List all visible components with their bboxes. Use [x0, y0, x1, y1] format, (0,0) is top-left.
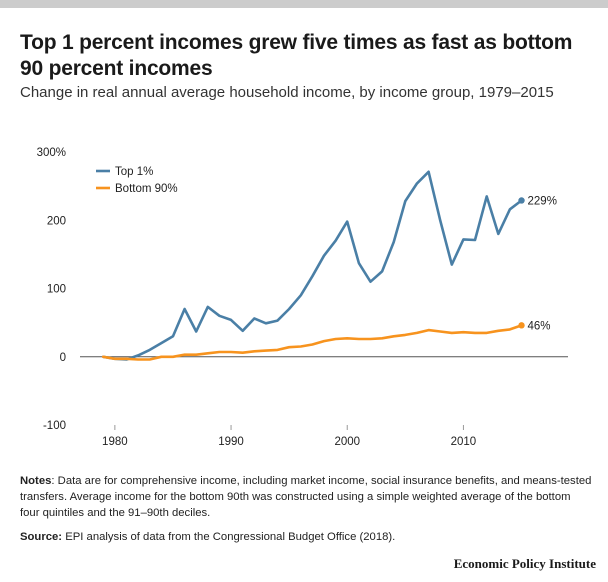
line-chart: -100 0 100 200 300% 1980 1990 2000 2010 229% 46% To…	[37, 147, 568, 448]
source: Source: EPI analysis of data from the Co…	[20, 529, 592, 545]
notes: Notes: Data are for comprehensive income…	[20, 473, 592, 521]
chart-subtitle: Change in real annual average household …	[20, 84, 554, 101]
x-tick-label: 2010	[451, 436, 477, 448]
notes-label: Notes	[20, 475, 52, 487]
x-tick-label: 2000	[334, 436, 360, 448]
end-point-marker	[518, 322, 525, 329]
legend-label: Top 1%	[115, 166, 153, 178]
notes-text: : Data are for comprehensive income, inc…	[20, 475, 592, 519]
legend-label: Bottom 90%	[115, 183, 178, 195]
chart-title: Top 1 percent incomes grew five times as…	[20, 31, 573, 80]
end-value-label: 229%	[528, 195, 557, 207]
y-tick-label: -100	[43, 420, 66, 432]
brand-logo: Economic Policy Institute	[453, 556, 596, 571]
source-label: Source:	[20, 531, 63, 543]
y-tick-label: 100	[47, 284, 66, 296]
x-tick-label: 1980	[102, 436, 128, 448]
y-tick-label: 0	[60, 352, 66, 364]
series-line-top-1	[101, 170, 523, 361]
series-line-bottom-90	[101, 324, 523, 361]
end-point-marker	[518, 197, 525, 204]
y-tick-label: 300%	[37, 147, 66, 159]
end-value-label: 46%	[528, 320, 551, 332]
y-tick-label: 200	[47, 215, 66, 227]
top-rule	[0, 0, 608, 8]
x-tick-label: 1990	[218, 436, 244, 448]
source-text: EPI analysis of data from the Congressio…	[62, 531, 396, 543]
